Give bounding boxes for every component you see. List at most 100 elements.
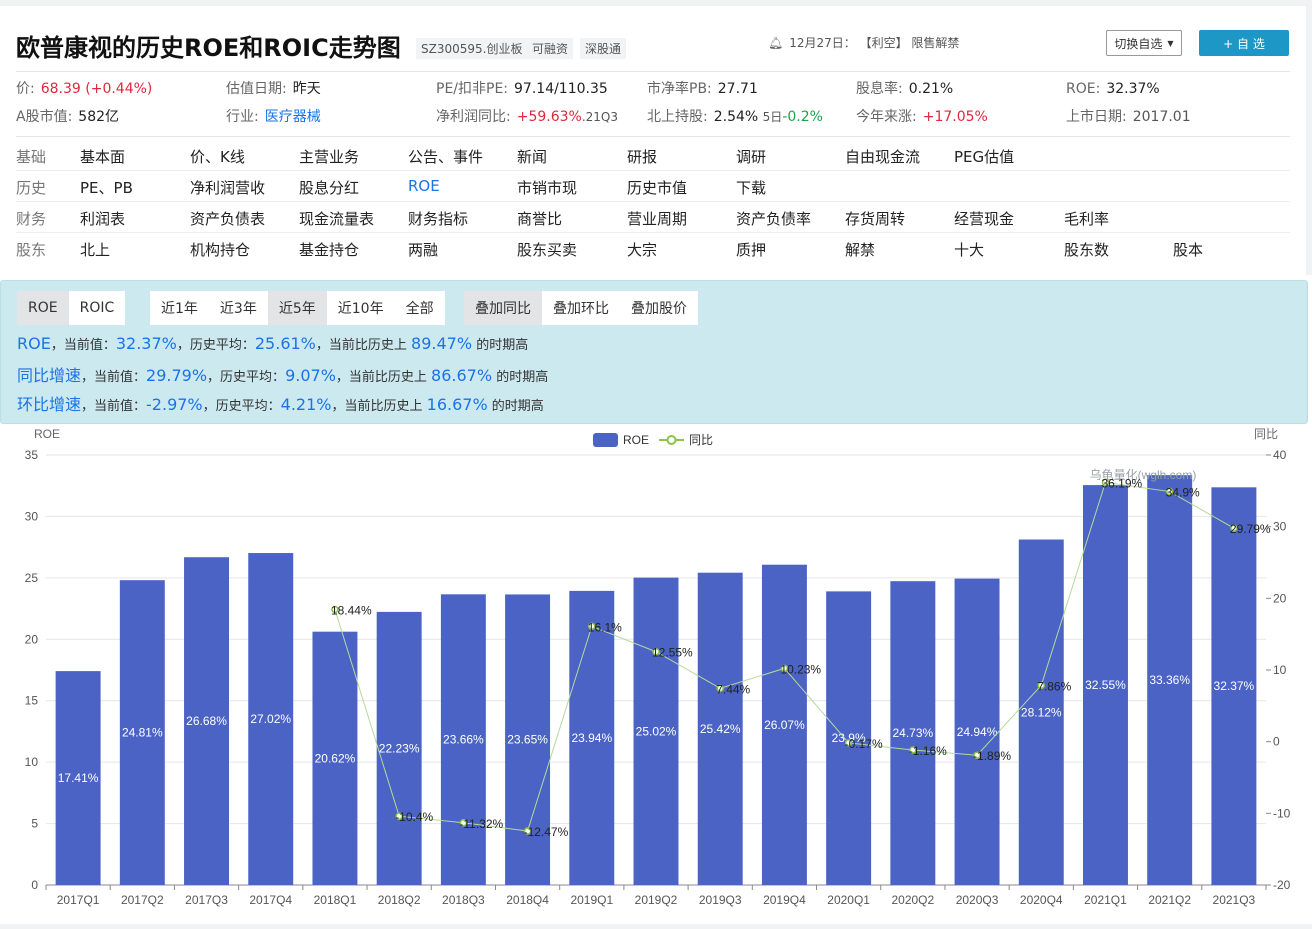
toggle-roe[interactable]: ROE [17,291,69,325]
toggle-roic[interactable]: ROIC [68,291,126,325]
nav-row-basic: 基础 基本面 价、K线 主营业务 公告、事件 新闻 研报 调研 自由现金流 PE… [16,140,1290,171]
notice[interactable]: 🔔︎ 12月27日： 【利空】 限售解禁 [768,34,959,51]
range-1y[interactable]: 近1年 [150,291,209,325]
nav-item[interactable]: 主营业务 [299,148,360,166]
stat-average: 4.21% [280,395,332,414]
roe-bar-label: 17.41% [58,771,99,785]
nav-item[interactable]: 两融 [408,241,439,259]
nav-item[interactable]: 现金流量表 [299,210,375,228]
roe-bar-label: 23.65% [507,733,548,747]
roe-bar [890,581,936,885]
switch-watchlist-button[interactable]: 切换自选 ▼ [1106,30,1182,56]
nav-item[interactable]: 财务指标 [408,210,469,228]
nav-item[interactable]: 经营现金 [954,210,1015,228]
x-tick-label: 2018Q2 [378,893,421,907]
nav-item[interactable]: 商誉比 [517,210,563,228]
range-10y[interactable]: 近10年 [326,291,395,325]
nav-item[interactable]: 基金持仓 [299,241,360,259]
nav-item[interactable]: 机构持仓 [190,241,251,259]
x-tick-label: 2018Q1 [314,893,357,907]
stat-percentile: 89.47% [411,334,473,353]
nav-item[interactable]: 北上 [80,241,111,259]
caret-down-icon: ▼ [1167,38,1174,48]
nav-item[interactable]: 价、K线 [190,148,245,166]
roe-bar-label: 28.12% [1021,705,1062,719]
nav-item[interactable]: 大宗 [627,241,658,259]
yoy-point [716,684,724,693]
yoy-point [1101,478,1110,487]
nav-item[interactable]: 自由现金流 [845,148,921,166]
x-tick-label: 2021Q1 [1084,893,1127,907]
roe-bar-label: 22.23% [379,741,420,755]
nav-item[interactable]: 质押 [736,241,767,259]
roe-bar [440,594,486,885]
metric-ytd: 今年来涨: +17.05% [856,106,988,128]
nav-item[interactable]: 解禁 [845,241,876,259]
nav-item[interactable]: 基本面 [80,148,126,166]
stat-current: 32.37% [115,334,177,353]
metric-label: ROE: [1066,81,1101,97]
notice-text: 12月27日： 【利空】 限售解禁 [789,36,960,50]
nav-item[interactable]: 历史市值 [627,179,688,197]
overlay-price[interactable]: 叠加股价 [620,291,698,325]
y-axis-left-label: ROE [34,427,60,441]
roe-bar-label: 20.62% [315,751,356,765]
yoy-point-label: -12.47% [524,825,569,839]
yoy-point-label: -0.17% [845,737,883,751]
nav-item[interactable]: 研报 [627,148,658,166]
nav-item[interactable]: 存货周转 [845,210,906,228]
x-tick-label: 2017Q2 [121,893,164,907]
metric-value: 97.14/110.35 [514,81,608,97]
roe-bar-label: 25.42% [700,722,741,736]
stat-text: 的时期高 [496,370,549,385]
nav-item[interactable]: 股息分红 [299,179,360,197]
nav-item[interactable]: 新闻 [517,148,548,166]
nav-item[interactable]: 股东数 [1064,241,1110,259]
tag-connect: 深股通 [580,38,627,59]
nav-item[interactable]: 下载 [736,179,767,197]
nav-item[interactable]: 调研 [736,148,767,166]
nav-item[interactable]: PEG估值 [954,148,1015,166]
nav-item[interactable]: 公告、事件 [408,148,484,166]
nav-item[interactable]: 资产负债率 [736,210,812,228]
nav-item[interactable]: 净利润营收 [190,179,266,197]
roe-bar-label: 32.37% [1214,679,1255,693]
stat-key: ROE [17,334,51,353]
nav-item[interactable]: 资产负债表 [190,210,266,228]
nav-item[interactable]: 营业周期 [627,210,688,228]
nav-item[interactable]: 市销市现 [517,179,578,197]
divider [16,136,1290,137]
metric-valuation-date: 估值日期: 昨天 [226,78,321,100]
overlay-yoy[interactable]: 叠加同比 [464,291,542,325]
nav-item[interactable]: 股本 [1173,241,1204,259]
metric-profit-growth: 净利润同比: +59.63%.21Q3 [436,106,618,128]
nav-category: 财务 [16,210,47,228]
overlay-qoq[interactable]: 叠加环比 [542,291,620,325]
nav-item[interactable]: PE、PB [80,179,133,197]
yoy-point-label: 18.44% [331,604,372,618]
legend-swatch-roe [593,433,618,447]
nav-item[interactable]: 十大 [954,241,985,259]
yoy-point [523,827,532,835]
range-3y[interactable]: 近3年 [208,291,268,325]
nav-item[interactable]: 股东买卖 [517,241,578,259]
range-5y[interactable]: 近5年 [267,291,327,325]
metric-dividend: 股息率: 0.21% [856,78,953,100]
nav-item[interactable]: 毛利率 [1064,210,1110,228]
x-tick-label: 2019Q4 [763,893,806,907]
legend-label-roe: ROE [623,433,649,447]
range-all[interactable]: 全部 [394,291,445,325]
yoy-point-label: 36.19% [1101,476,1142,490]
nav-item[interactable]: 利润表 [80,210,126,228]
add-watchlist-button[interactable]: + 自 选 [1199,30,1289,56]
yoy-point-label: -1.89% [973,749,1011,763]
nav-item-active[interactable]: ROE [408,177,440,195]
stat-qoq: 环比增速，当前值：-2.97%，历史平均：4.21%，当前比历史上 16.67%… [17,391,544,415]
stat-roe: ROE，当前值：32.37%，历史平均：25.61%，当前比历史上 89.47%… [17,334,528,353]
metric-mktcap: A股市值: 582亿 [16,106,119,128]
industry-link[interactable]: 医疗器械 [264,109,321,125]
y-tick-right: -20 [1273,878,1291,892]
tag-margin: 可融资 [527,38,574,59]
metric-value: 27.71 [717,81,758,97]
roe-bar-label: 23.94% [571,731,612,745]
